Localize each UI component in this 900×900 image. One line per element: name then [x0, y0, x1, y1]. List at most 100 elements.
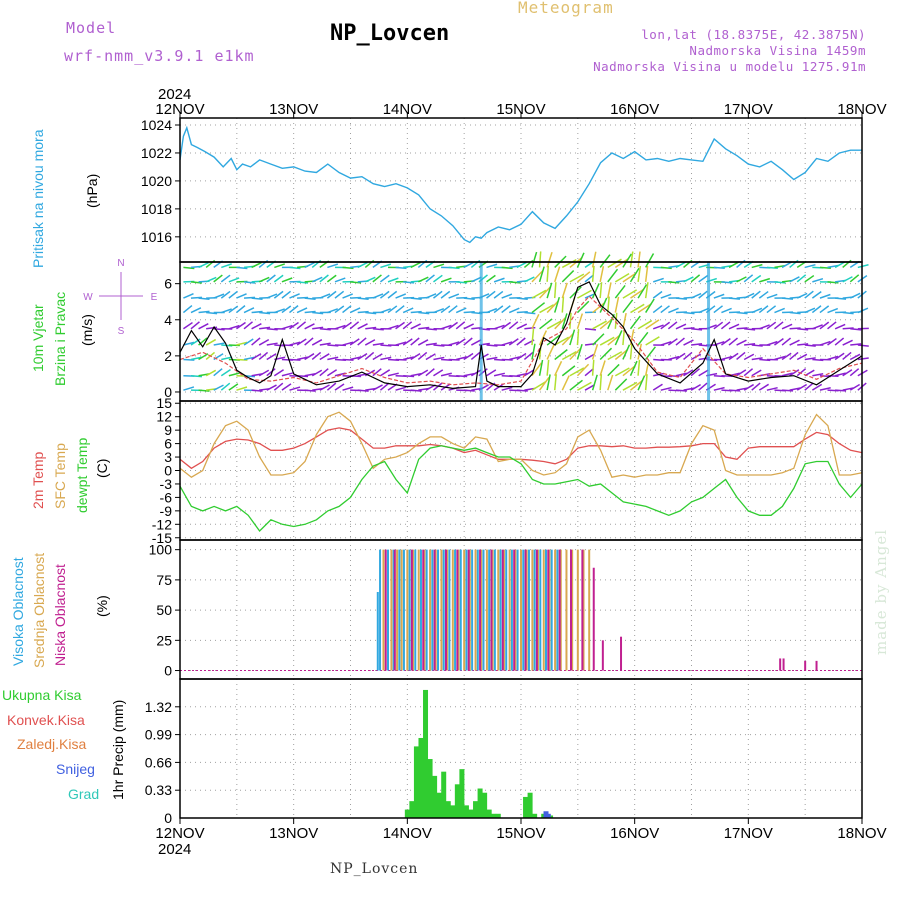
wind-arrow: [349, 338, 360, 346]
wind-arrow: [531, 251, 538, 268]
y-tick-label: 12: [156, 409, 172, 425]
wind-arrow: [827, 307, 839, 314]
wind-arrow: [395, 305, 405, 314]
wind-arrow: [327, 356, 339, 361]
wind-arrow: [660, 293, 672, 299]
wind-arrow: [599, 318, 614, 330]
wind-arrow: [766, 321, 777, 330]
wind-arrow: [486, 290, 496, 299]
gust-line: [179, 295, 863, 386]
wind-arrow: [319, 293, 331, 299]
x-tick-label-top: 14NOV: [383, 101, 432, 118]
wind-arrow: [728, 323, 740, 330]
wind-arrow: [289, 358, 301, 361]
wind-arrow: [387, 305, 398, 314]
wind-arrow: [304, 323, 315, 330]
wind-arrow: [501, 321, 512, 330]
wind-arrow: [774, 338, 784, 346]
wind-arrow: [372, 274, 382, 283]
wind-arrow: [653, 277, 664, 283]
wind-arrow: [372, 368, 382, 377]
wind-arrow: [592, 301, 606, 314]
wind-arrow: [508, 338, 519, 346]
wind-arrow: [751, 274, 762, 283]
wind-arrow: [652, 383, 663, 391]
wind-arrow: [493, 277, 505, 283]
wind-arrow: [304, 297, 316, 300]
precip-total-bar: [441, 771, 447, 818]
wind-arrow: [614, 296, 620, 313]
wind-arrow: [660, 341, 672, 346]
wind-arrow: [418, 276, 429, 283]
wind-arrow: [675, 372, 687, 377]
wind-arrow: [811, 305, 822, 314]
wind-arrow: [327, 263, 339, 269]
wind-arrow: [251, 337, 261, 346]
wind-arrow: [796, 368, 807, 377]
wind-arrow: [538, 359, 544, 376]
wind-arrow: [629, 251, 634, 268]
wind-arrow: [387, 277, 399, 283]
wind-arrow: [531, 313, 540, 330]
wind-arrow: [819, 340, 831, 346]
wind-arrow: [273, 274, 284, 283]
wind-arrow: [403, 374, 415, 378]
wind-arrow: [289, 341, 301, 346]
wind-arrow: [297, 281, 309, 284]
wind-arrow: [736, 276, 747, 283]
wind-arrow: [357, 261, 368, 269]
wind-arrow: [614, 312, 618, 329]
wind-arrow: [183, 266, 195, 270]
wind-arrow: [720, 338, 731, 346]
wind-arrow: [561, 365, 576, 377]
wind-arrow: [463, 310, 475, 314]
wind-arrow: [516, 337, 526, 346]
wind-arrow: [213, 274, 223, 283]
wind-arrow: [759, 277, 771, 283]
wind-arrow: [501, 341, 513, 346]
x-tick-label-bottom: 16NOV: [610, 825, 659, 842]
wind-arrow: [281, 372, 293, 377]
wind-arrow: [576, 343, 583, 360]
wind-arrow: [319, 274, 329, 283]
wind-arrow: [721, 355, 733, 361]
wind-arrow: [235, 305, 246, 314]
wind-arrow: [342, 386, 354, 391]
wind-arrow: [205, 338, 217, 346]
wind-arrow: [258, 338, 270, 346]
y-tick-label: 1020: [141, 173, 172, 189]
wind-arrow: [766, 340, 778, 346]
wind-arrow: [182, 305, 193, 314]
wind-arrow: [372, 353, 383, 361]
wind-arrow: [531, 269, 544, 283]
wind-arrow: [690, 383, 701, 391]
wind-arrow: [766, 386, 778, 391]
wind-arrow: [849, 353, 861, 361]
wind-arrow: [812, 277, 824, 283]
wind-arrow: [751, 307, 763, 314]
wind-arrow: [592, 333, 605, 346]
wind-arrow: [781, 297, 794, 300]
precip-label-hail: Grad: [68, 786, 100, 802]
wind-arrow: [319, 384, 330, 391]
wind-arrow: [342, 293, 353, 299]
wind-arrow: [842, 387, 854, 391]
wind-arrow: [357, 297, 369, 300]
wind-arrow: [258, 351, 269, 361]
wind-arrow: [721, 307, 732, 314]
wind-arrow: [228, 372, 240, 377]
wind-arrow: [766, 293, 778, 299]
wind-arrow: [395, 321, 405, 330]
wind-arrow: [614, 272, 630, 283]
wind-arrow: [645, 319, 660, 330]
wind-arrow: [273, 290, 284, 299]
wind-arrow: [493, 324, 505, 330]
y-tick-label: 100: [149, 542, 173, 558]
wind-arrow: [599, 360, 606, 376]
wind-arrow: [326, 369, 338, 377]
wind-arrow: [266, 353, 277, 361]
wind-arrow: [668, 307, 679, 314]
wind-arrow: [403, 281, 415, 284]
wind-arrow: [546, 320, 562, 330]
y-tick-label: -6: [160, 489, 173, 505]
